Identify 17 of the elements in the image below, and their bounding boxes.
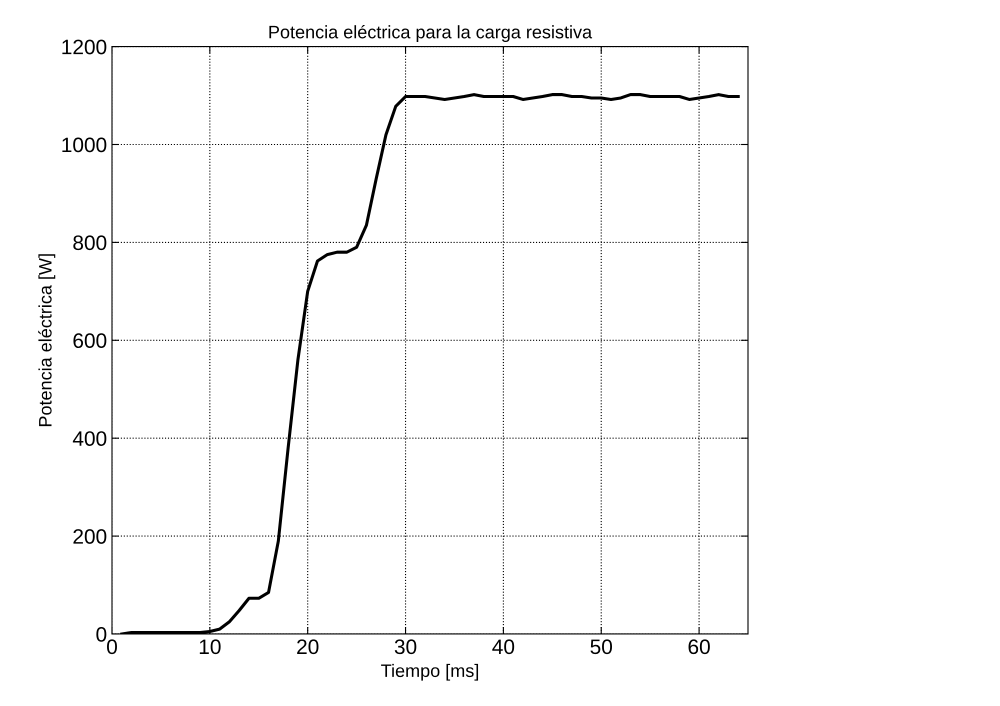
x-tick-label: 40 bbox=[492, 639, 514, 654]
x-tick-label: 50 bbox=[590, 639, 612, 654]
y-tick-label: 400 bbox=[72, 431, 106, 446]
y-tick-label: 200 bbox=[73, 529, 106, 544]
x-axis-title: Tiempo [ms] bbox=[381, 664, 478, 681]
y-tick-label: 0 bbox=[96, 626, 106, 642]
x-tick-label: 60 bbox=[688, 639, 710, 654]
x-tick-label: 0 bbox=[107, 639, 117, 654]
x-tick-label: 10 bbox=[200, 639, 221, 654]
x-tick-label: 30 bbox=[394, 639, 416, 654]
chart-title: Potencia eléctrica para la carga resistiva bbox=[269, 24, 592, 42]
y-tick-label: 800 bbox=[73, 235, 106, 250]
y-tick-label: 1000 bbox=[62, 137, 106, 152]
y-tick-label: 1200 bbox=[62, 40, 106, 54]
x-tick-label: 20 bbox=[297, 639, 318, 654]
y-axis-title: Potencia eléctrica [W] bbox=[38, 254, 56, 426]
y-tick-label: 600 bbox=[73, 333, 106, 348]
